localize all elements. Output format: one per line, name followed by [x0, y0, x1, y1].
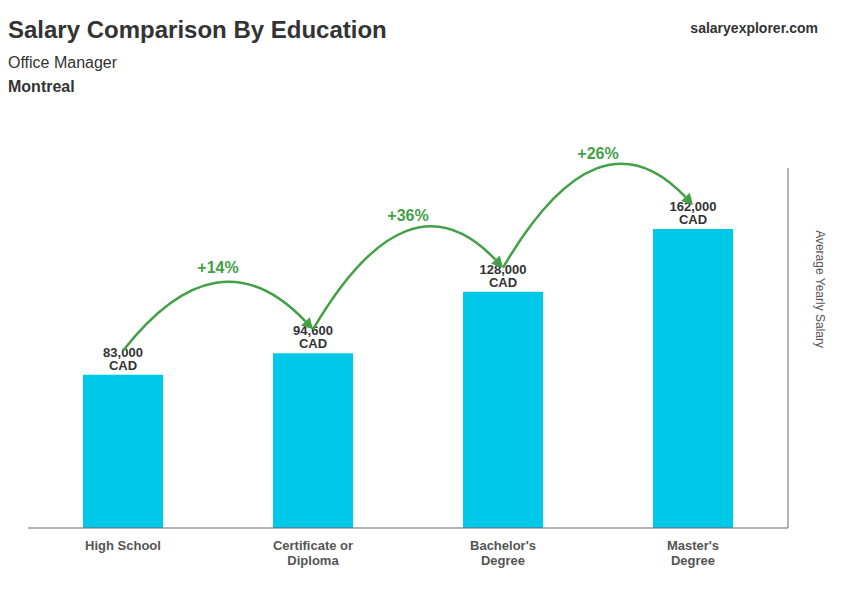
html-text:salaryexplorer.com: salaryexplorer.com	[690, 20, 818, 36]
html-text:128,000: 128,000	[479, 261, 527, 277]
svg-text:+14%: +14%	[197, 259, 238, 276]
svg-text:162,000CAD: 162,000CAD	[670, 199, 717, 227]
svg-text:High School: High School	[85, 538, 161, 553]
html-text:CAD: CAD	[108, 357, 138, 373]
svg-text:Bachelor'sDegree: Bachelor'sDegree	[470, 538, 536, 568]
html-text:Office Manager: Office Manager	[8, 54, 118, 71]
svg-text:Master'sDegree: Master'sDegree	[667, 538, 719, 568]
html-text:CAD: CAD	[298, 336, 328, 352]
html-text:83,000: 83,000	[103, 344, 143, 360]
html-text:CAD: CAD	[488, 274, 518, 290]
svg-text:Average Yearly Salary: Average Yearly Salary	[813, 230, 827, 348]
svg-text:+36%: +36%	[387, 207, 428, 224]
html-text:Montreal: Montreal	[8, 78, 75, 95]
svg-text:+26%: +26%	[577, 145, 618, 162]
svg-text:Certificate orDiploma: Certificate orDiploma	[273, 538, 353, 568]
html-text:94,600: 94,600	[293, 323, 333, 339]
html-text:Salary Comparison By Education: Salary Comparison By Education	[8, 16, 387, 43]
